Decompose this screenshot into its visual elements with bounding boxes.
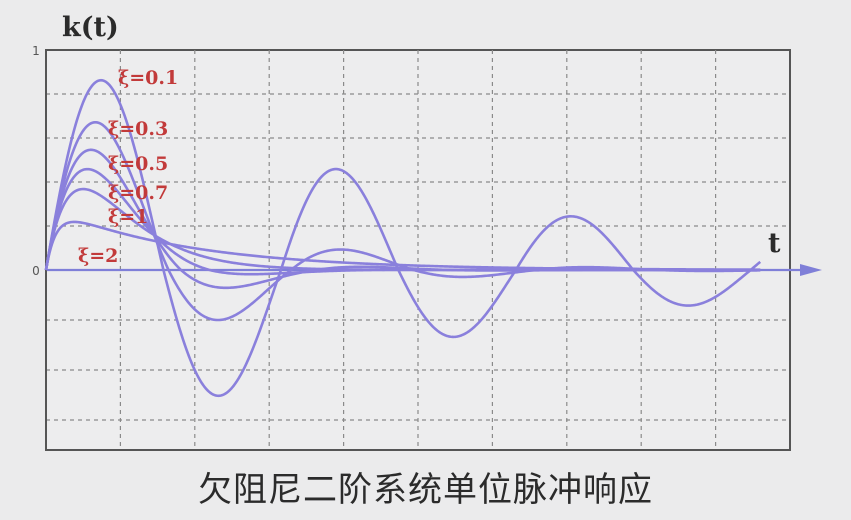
series-line-1	[44, 78, 762, 398]
series-line-6	[44, 220, 761, 271]
series-label-4: ξ=0.7	[108, 182, 168, 204]
y-axis-label: k(t)	[62, 12, 119, 43]
grid-lines	[46, 50, 790, 450]
y-tick-label-1: 1	[32, 44, 40, 58]
y-tick-label-2: 0	[32, 264, 40, 278]
series-labels: ξ=0.1 ξ=0.3 ξ=0.5 ξ=0.7ξ=1 ξ=2	[78, 67, 178, 267]
y-tick-labels: 10	[32, 44, 40, 278]
series-label-5: ξ=1	[108, 206, 148, 228]
figure-caption: 欠阻尼二阶系统单位脉冲响应	[198, 470, 653, 510]
series-label-6: ξ=2	[78, 245, 118, 267]
series-label-1: ξ=0.1	[118, 67, 178, 89]
x-axis-label: t	[768, 228, 781, 259]
x-axis-arrow	[800, 264, 822, 276]
response-curves	[44, 78, 762, 398]
series-label-2: ξ=0.3	[108, 118, 168, 140]
series-label-3: ξ=0.5	[108, 153, 168, 175]
